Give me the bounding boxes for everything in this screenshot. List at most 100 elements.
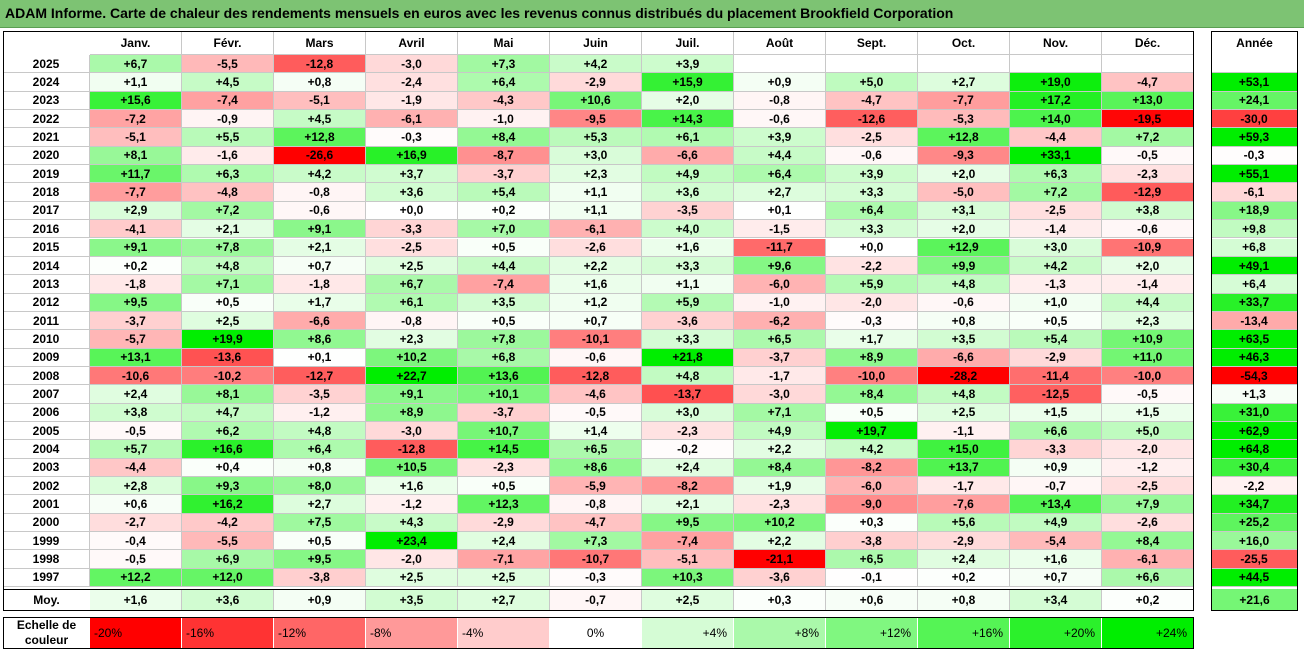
heatmap-cell: -4,2 [182,513,274,533]
heatmap-cell: -1,9 [366,91,458,111]
annual-cell: +25,2 [1211,513,1298,533]
heatmap-cell: +8,9 [826,348,918,367]
heatmap-cell: -4,4 [1010,128,1102,147]
heatmap-cell: +0,2 [458,201,550,221]
heatmap-cell: -1,6 [182,146,274,166]
year-label: 2007 [3,385,90,404]
scale-label-line1: Echelle de [16,618,77,632]
year-label: 2025 [3,55,90,74]
heatmap-cell: +1,7 [274,293,366,312]
heatmap-cell: +1,1 [550,201,642,221]
average-cell: +2,5 [642,589,734,612]
heatmap-cell: +6,7 [90,55,182,74]
annual-cell: +6,8 [1211,238,1298,257]
heatmap-cell: +2,7 [734,183,826,202]
heatmap-cell: +5,0 [826,73,918,92]
heatmap-cell: +2,4 [90,385,182,404]
heatmap-cell: -0,5 [90,550,182,569]
heatmap-cell: +12,3 [458,495,550,514]
heatmap-cell: -4,4 [90,458,182,478]
heatmap-cell: +6,5 [826,550,918,569]
heatmap-cell: +3,3 [826,183,918,202]
scale-swatch: +20% [1010,617,1102,649]
heatmap-cell: +9,6 [734,256,826,276]
heatmap-cell: +4,2 [1010,256,1102,276]
heatmap-cell: -0,5 [1102,385,1194,404]
heatmap-cell: +1,7 [826,330,918,349]
heatmap-cell: +1,0 [1010,293,1102,312]
scale-swatch: 0% [550,617,642,649]
heatmap-cell: +9,1 [366,385,458,404]
heatmap-cell: +7,8 [458,330,550,349]
heatmap-cell: +7,2 [1010,183,1102,202]
heatmap-cell: -5,4 [1010,532,1102,551]
heatmap-cell: -3,7 [458,165,550,184]
heatmap-cell: +5,9 [642,293,734,312]
heatmap-cell: -5,3 [918,110,1010,129]
heatmap-cell: -1,2 [274,403,366,422]
annual-cell: +64,8 [1211,440,1298,459]
heatmap-cell: +7,1 [182,275,274,294]
heatmap-cell: +3,8 [1102,201,1194,221]
heatmap-cell: +2,9 [90,201,182,221]
heatmap-cell: +10,2 [366,348,458,367]
title-bar: ADAM Informe. Carte de chaleur des rende… [0,0,1304,28]
heatmap-cell: -7,6 [918,495,1010,514]
heatmap-cell: +2,2 [734,440,826,459]
heatmap-cell: +3,5 [918,330,1010,349]
heatmap-cell: -1,3 [1010,275,1102,294]
heatmap-cell: +4,8 [918,385,1010,404]
average-cell: +0,8 [918,589,1010,612]
annual-cell: +49,1 [1211,256,1298,276]
heatmap-cell: -2,0 [826,293,918,312]
heatmap-cell: -19,5 [1102,110,1194,129]
heatmap-cell: -2,3 [734,495,826,514]
heatmap-cell: +0,8 [918,311,1010,331]
heatmap-cell: -7,7 [918,91,1010,111]
heatmap-cell: -8,2 [826,458,918,478]
heatmap-cell: -26,6 [274,146,366,166]
heatmap-cell: +3,3 [642,256,734,276]
average-cell: +0,2 [1102,589,1194,612]
heatmap-cell: -0,5 [90,422,182,441]
heatmap-cell: +5,9 [826,275,918,294]
heatmap-cell: -2,9 [918,532,1010,551]
annual-cell: +44,5 [1211,568,1298,588]
heatmap-cell: -0,5 [550,403,642,422]
heatmap-cell: -4,6 [550,385,642,404]
year-label: 2023 [3,91,90,111]
year-label: 1998 [3,550,90,569]
heatmap-cell: +5,4 [458,183,550,202]
heatmap-cell: +6,6 [1010,422,1102,441]
heatmap-cell: +7,0 [458,220,550,239]
heatmap-cell: -1,7 [734,366,826,386]
scale-swatch: -8% [366,617,458,649]
heatmap-cell: -0,3 [550,568,642,588]
heatmap-cell: +8,6 [550,458,642,478]
heatmap-cell: -0,3 [366,128,458,147]
heatmap-cell: +0,7 [550,311,642,331]
heatmap-cell: +0,8 [274,458,366,478]
month-header: Août [734,31,826,55]
heatmap-cell: -3,7 [734,348,826,367]
heatmap-cell: +1,5 [1102,403,1194,422]
heatmap-cell: +2,8 [90,477,182,496]
heatmap-cell: +3,3 [642,330,734,349]
heatmap-cell: -5,1 [642,550,734,569]
heatmap-cell: -0,5 [1102,146,1194,166]
month-header: Déc. [1102,31,1194,55]
heatmap-cell: -6,6 [274,311,366,331]
average-separator [3,589,1194,591]
heatmap-cell: +4,5 [274,110,366,129]
heatmap-cell: -28,2 [918,366,1010,386]
month-header: Avril [366,31,458,55]
heatmap-cell: +19,7 [826,422,918,441]
heatmap-cell: +2,3 [366,330,458,349]
year-label: 2009 [3,348,90,367]
heatmap-cell: +6,1 [366,293,458,312]
heatmap-cell: +2,1 [642,495,734,514]
heatmap-cell: -0,6 [274,201,366,221]
heatmap-cell: +0,3 [826,513,918,533]
year-label: 1997 [3,568,90,588]
heatmap-cell: +2,4 [458,532,550,551]
